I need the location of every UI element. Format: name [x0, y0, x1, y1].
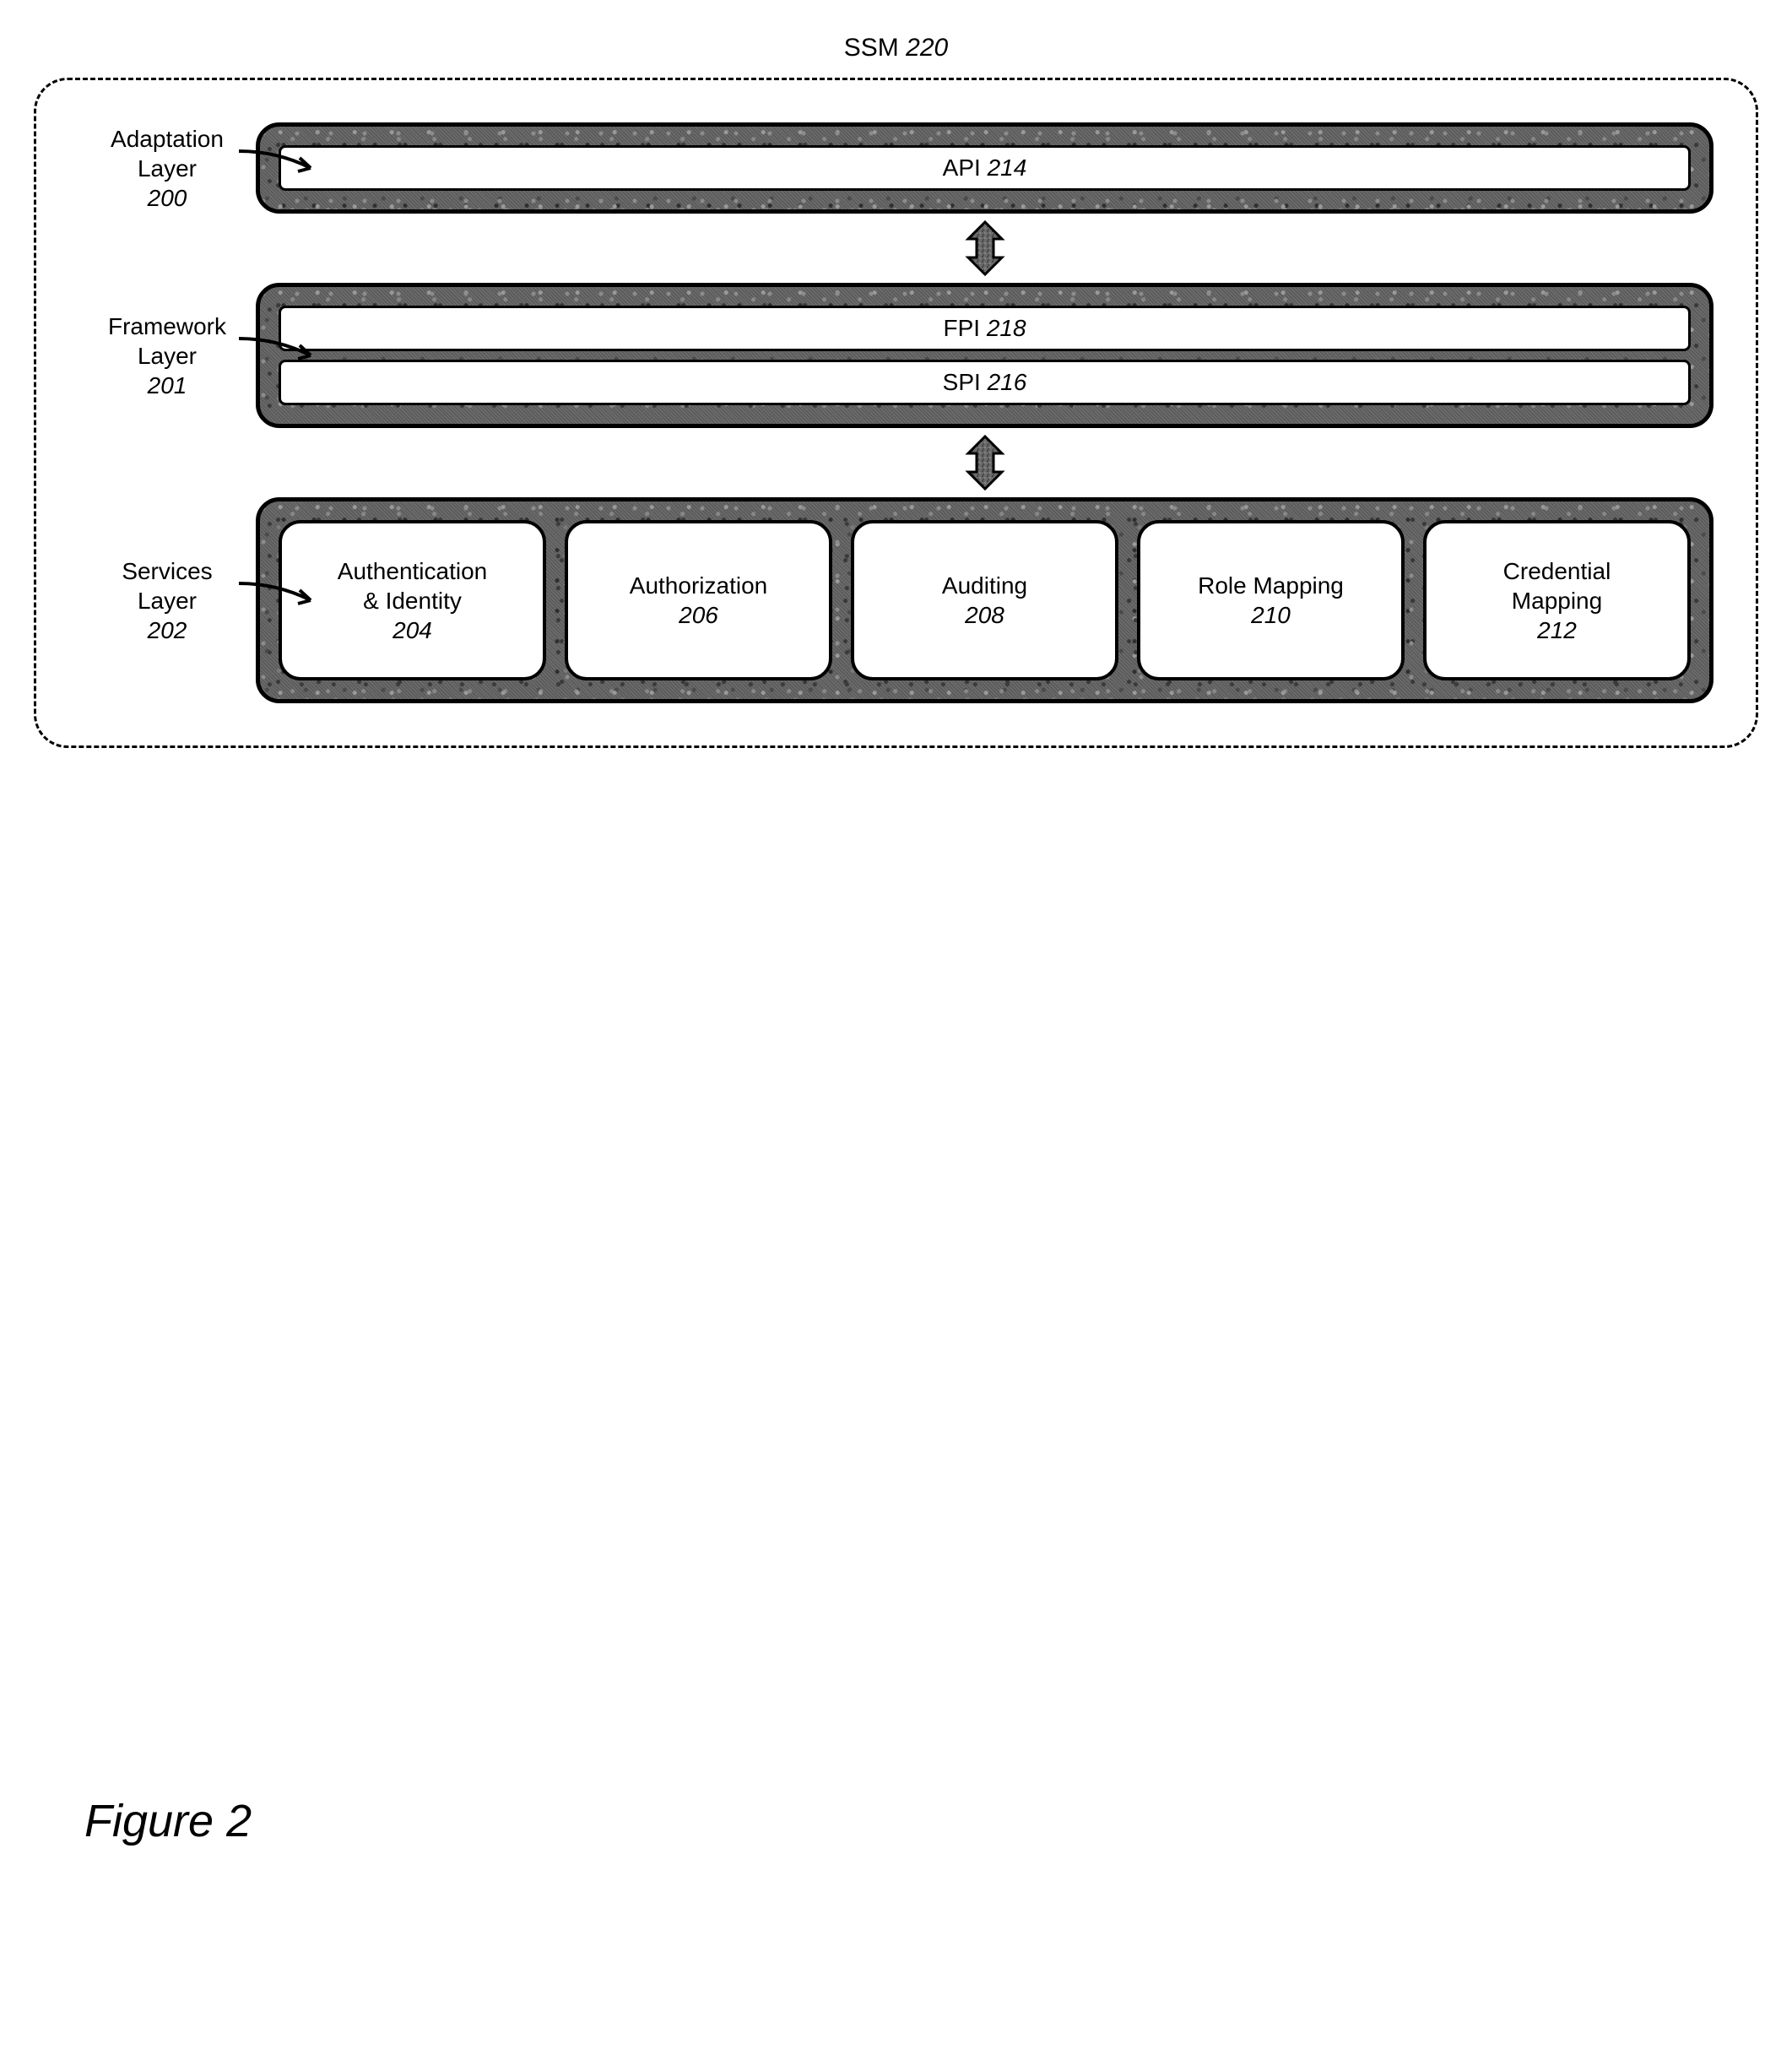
service-ref: 210 [1251, 600, 1291, 630]
adaptation-block: API 214 [256, 122, 1713, 214]
ssm-title-ref: 220 [906, 34, 948, 62]
services-ref: 202 [79, 615, 256, 645]
connector-2 [79, 435, 1713, 491]
service-ref: 206 [679, 600, 718, 630]
service-card-authorization: Authorization 206 [565, 520, 832, 680]
adaptation-name-1: Adaptation [111, 126, 224, 152]
pointer-arrow-icon [230, 143, 332, 193]
fpi-bar: FPI 218 [279, 306, 1691, 351]
fpi-ref: 218 [987, 315, 1026, 341]
api-bar: API 214 [279, 145, 1691, 191]
service-card-auditing: Auditing 208 [851, 520, 1118, 680]
services-block: Authentication & Identity 204 Authorizat… [256, 497, 1713, 703]
pointer-arrow-icon [230, 575, 332, 626]
api-ref: 214 [988, 154, 1027, 181]
service-line1: Authorization [630, 571, 767, 600]
service-line2: Mapping [1512, 586, 1602, 615]
services-row: Authentication & Identity 204 Authorizat… [279, 520, 1691, 680]
api-label: API [943, 154, 981, 181]
ssm-title-text: SSM [844, 34, 899, 62]
service-card-role-mapping: Role Mapping 210 [1137, 520, 1405, 680]
spi-label: SPI [943, 369, 981, 395]
framework-layer-label: Framework Layer 201 [79, 312, 256, 400]
service-line2: & Identity [363, 586, 462, 615]
services-name-1: Services [122, 558, 212, 584]
adaptation-ref: 200 [79, 183, 256, 213]
ssm-container: Adaptation Layer 200 API 214 [34, 78, 1758, 748]
adaptation-layer-row: Adaptation Layer 200 API 214 [79, 122, 1713, 214]
spi-ref: 216 [988, 369, 1027, 395]
spi-bar: SPI 216 [279, 360, 1691, 405]
ssm-title: SSM 220 [34, 34, 1758, 62]
fpi-label: FPI [943, 315, 980, 341]
framework-ref: 201 [79, 371, 256, 400]
pointer-arrow-icon [230, 330, 332, 381]
service-ref: 212 [1537, 615, 1577, 645]
service-ref: 204 [393, 615, 432, 645]
services-layer-label: Services Layer 202 [79, 556, 256, 645]
framework-block: FPI 218 SPI 216 [256, 283, 1713, 428]
figure-caption: Figure 2 [34, 1795, 1758, 1847]
adaptation-name-2: Layer [138, 155, 197, 182]
adaptation-layer-label: Adaptation Layer 200 [79, 124, 256, 213]
framework-name-2: Layer [138, 343, 197, 369]
framework-name-1: Framework [108, 313, 226, 339]
double-arrow-icon [961, 220, 1009, 276]
services-layer-row: Services Layer 202 Authentication & Iden… [79, 497, 1713, 703]
framework-layer-row: Framework Layer 201 FPI 218 SPI 216 [79, 283, 1713, 428]
service-line1: Credential [1503, 556, 1611, 586]
service-line1: Authentication [338, 556, 487, 586]
double-arrow-icon [961, 435, 1009, 491]
service-line1: Auditing [942, 571, 1027, 600]
services-name-2: Layer [138, 588, 197, 614]
connector-1 [79, 220, 1713, 276]
service-line1: Role Mapping [1198, 571, 1344, 600]
service-ref: 208 [965, 600, 1004, 630]
service-card-credential-mapping: Credential Mapping 212 [1423, 520, 1691, 680]
